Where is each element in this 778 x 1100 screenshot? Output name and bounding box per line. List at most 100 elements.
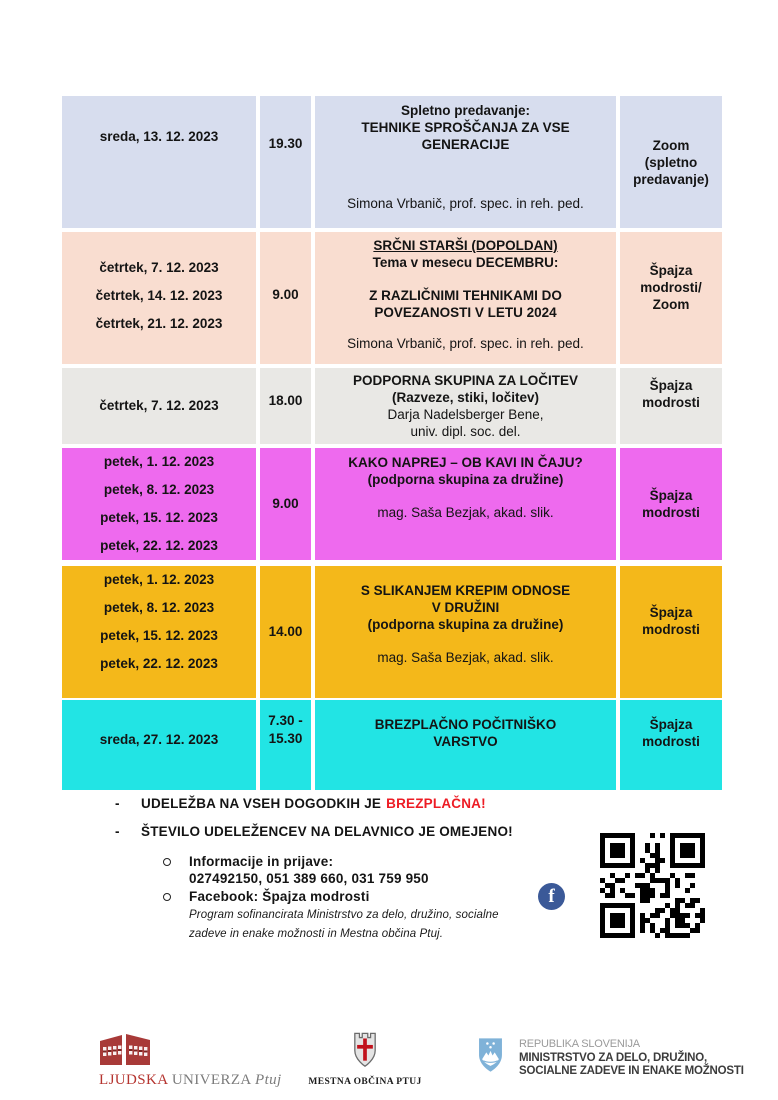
dates-cell: petek, 1. 12. 2023 petek, 8. 12. 2023 pete… <box>62 448 256 560</box>
ministry-line1: REPUBLIKA SLOVENIJA <box>519 1038 640 1050</box>
date-text: četrtek, 7. 12. 2023 <box>99 260 219 275</box>
fine-print-line: zadeve in enake možnosti in Mestna občin… <box>189 928 444 940</box>
ljudska-univerza-logo: LJUDSKA UNIVERZA Ptuj <box>99 1032 282 1089</box>
description-cell: BREZPLAČNO POČITNIŠKO VARSTVO <box>315 700 616 790</box>
event-title-text: (podporna skupina za družine) <box>367 617 564 632</box>
event-title-text: (podporna skupina za družine) <box>367 472 564 487</box>
location-text: Zoom <box>652 137 690 153</box>
date-text: petek, 1. 12. 2023 <box>103 572 215 587</box>
time-text: 9.00 <box>272 496 299 511</box>
presenter-text: univ. dipl. soc. del. <box>410 424 521 439</box>
circle-bullet-icon <box>163 858 171 866</box>
dates-cell: petek, 1. 12. 2023 petek, 8. 12. 2023 pete… <box>62 566 256 698</box>
location-text: (spletno <box>644 154 698 170</box>
location-text: modrosti <box>642 395 700 410</box>
facebook-icon: f <box>538 883 565 910</box>
facebook-label: Facebook: Špajza modrosti <box>189 889 370 904</box>
table-row: sreda, 13. 12. 2023 19.30 Spletno predavan… <box>62 96 722 228</box>
table-row: petek, 1. 12. 2023 petek, 8. 12. 2023 pete… <box>62 448 722 560</box>
info-label: Informacije in prijave: <box>189 854 334 869</box>
event-title-text: S SLIKANJEM KREPIM ODNOSE <box>360 583 571 598</box>
description-cell: S SLIKANJEM KREPIM ODNOSE V DRUŽINI (podpo… <box>315 566 616 698</box>
time-text: 15.30 <box>268 731 303 746</box>
location-text: Špajza <box>649 717 693 732</box>
event-title-text: SRČNI STARŠI (DOPOLDAN) <box>373 238 558 253</box>
circle-bullet-icon <box>163 893 171 901</box>
ptuj-coat-of-arms-icon <box>354 1032 376 1067</box>
sub-notes: Informacije in prijave: 027492150, 051 3… <box>163 853 622 943</box>
phone-numbers: 027492150, 051 389 660, 031 759 950 <box>189 871 429 886</box>
location-text: Špajza <box>649 488 693 503</box>
lu-word-ljudska: LJUDSKA <box>99 1072 168 1088</box>
lu-word-ptuj: Ptuj <box>255 1072 282 1088</box>
location-cell: Špajza modrosti <box>620 566 722 698</box>
note-text: UDELEŽBA NA VSEH DOGODKIH JE BREZPLAČNA! <box>141 796 486 812</box>
note-free-highlight: BREZPLAČNA! <box>386 796 486 811</box>
ljudska-univerza-label: LJUDSKA UNIVERZA Ptuj <box>99 1072 282 1089</box>
event-title-text: POVEZANOSTI V LETU 2024 <box>374 305 557 320</box>
location-cell: Zoom (spletno predavanje) <box>620 96 722 228</box>
date-text: četrtek, 14. 12. 2023 <box>95 288 223 303</box>
date-text: petek, 1. 12. 2023 <box>103 454 215 469</box>
time-cell: 19.30 <box>260 96 311 228</box>
date-text: petek, 22. 12. 2023 <box>100 538 218 553</box>
table-row: sreda, 27. 12. 2023 7.30 - 15.30 BREZPLAČNO… <box>62 700 722 790</box>
date-text: petek, 8. 12. 2023 <box>103 482 215 497</box>
building-icon <box>100 1034 150 1065</box>
event-title-text: GENERACIJE <box>421 137 510 152</box>
table-row: četrtek, 7. 12. 2023 četrtek, 14. 12. 202… <box>62 232 722 364</box>
ministry-line3: SOCIALNE ZADEVE IN ENAKE MOŽNOSTI <box>519 1065 744 1077</box>
location-text: Špajza <box>649 262 693 278</box>
event-title-text: VARSTVO <box>433 734 498 749</box>
time-cell: 9.00 <box>260 232 311 364</box>
footer-logos: LJUDSKA UNIVERZA Ptuj MESTNA OBČINA PTUJ <box>0 1032 778 1092</box>
dates-cell: četrtek, 7. 12. 2023 četrtek, 14. 12. 202… <box>62 232 256 364</box>
note-limited-text: ŠTEVILO UDELEŽENCEV NA DELAVNICO JE OMEJ… <box>141 824 513 839</box>
location-cell: Špajza modrosti/Zoom <box>620 232 722 364</box>
location-text: modrosti/ <box>640 279 702 295</box>
ministry-text: REPUBLIKA SLOVENIJA MINISTRSTVO ZA DELO,… <box>519 1038 744 1079</box>
date-text: petek, 22. 12. 2023 <box>100 656 218 671</box>
description-cell: KAKO NAPREJ – OB KAVI IN ČAJU? (podporna … <box>315 448 616 560</box>
note-free-participation: - UDELEŽBA NA VSEH DOGODKIH JE BREZPLAČNA… <box>115 796 622 812</box>
notes-section: - UDELEŽBA NA VSEH DOGODKIH JE BREZPLAČNA… <box>62 796 622 943</box>
time-text: 7.30 - <box>268 713 303 728</box>
event-title-text: Tema v mesecu DECEMBRU: <box>372 255 559 270</box>
location-text: Zoom <box>652 296 690 312</box>
location-text: modrosti <box>642 505 700 520</box>
note-limited-seats: - ŠTEVILO UDELEŽENCEV NA DELAVNICO JE OM… <box>115 824 622 840</box>
dash-bullet: - <box>115 796 120 811</box>
event-title-text: Spletno predavanje: <box>400 103 531 118</box>
time-cell: 7.30 - 15.30 <box>260 700 311 790</box>
event-title-text: KAKO NAPREJ – OB KAVI IN ČAJU? <box>348 455 583 470</box>
ministry-line2: MINISTRSTVO ZA DELO, DRUŽINO, <box>519 1051 707 1064</box>
location-cell: Špajza modrosti <box>620 700 722 790</box>
facebook-note: Facebook: Špajza modrosti Program sofina… <box>163 888 622 943</box>
location-text: Špajza <box>649 605 693 620</box>
dates-cell: sreda, 13. 12. 2023 <box>62 96 256 228</box>
location-cell: Špajza modrosti <box>620 368 722 444</box>
time-text: 14.00 <box>268 624 303 639</box>
dates-cell: četrtek, 7. 12. 2023 <box>62 368 256 444</box>
presenter-text: mag. Saša Bezjak, akad. slik. <box>377 650 554 665</box>
date-text: četrtek, 7. 12. 2023 <box>99 398 219 413</box>
date-text: petek, 15. 12. 2023 <box>100 510 218 525</box>
event-title-text: Z RAZLIČNIMI TEHNIKAMI DO <box>369 288 562 303</box>
date-text: petek, 8. 12. 2023 <box>103 600 215 615</box>
schedule-table: sreda, 13. 12. 2023 19.30 Spletno predavan… <box>62 96 722 790</box>
qr-code <box>600 833 705 938</box>
note-free-text: UDELEŽBA NA VSEH DOGODKIH JE <box>141 796 382 811</box>
slovenia-coat-of-arms-icon <box>479 1038 502 1072</box>
description-cell: SRČNI STARŠI (DOPOLDAN) Tema v mesecu DEC… <box>315 232 616 364</box>
date-text: petek, 15. 12. 2023 <box>100 628 218 643</box>
info-note: Informacije in prijave: 027492150, 051 3… <box>163 853 622 887</box>
presenter-text: Simona Vrbanič, prof. spec. in reh. ped. <box>347 196 584 211</box>
location-text: modrosti <box>642 622 700 637</box>
location-text: Špajza <box>649 378 693 393</box>
ministry-logo: REPUBLIKA SLOVENIJA MINISTRSTVO ZA DELO,… <box>478 1037 744 1079</box>
ptuj-label: MESTNA OBČINA PTUJ <box>308 1077 422 1087</box>
mestna-obcina-ptuj-logo: MESTNA OBČINA PTUJ <box>305 1032 425 1087</box>
time-text: 18.00 <box>268 393 303 408</box>
time-text: 19.30 <box>268 136 303 151</box>
